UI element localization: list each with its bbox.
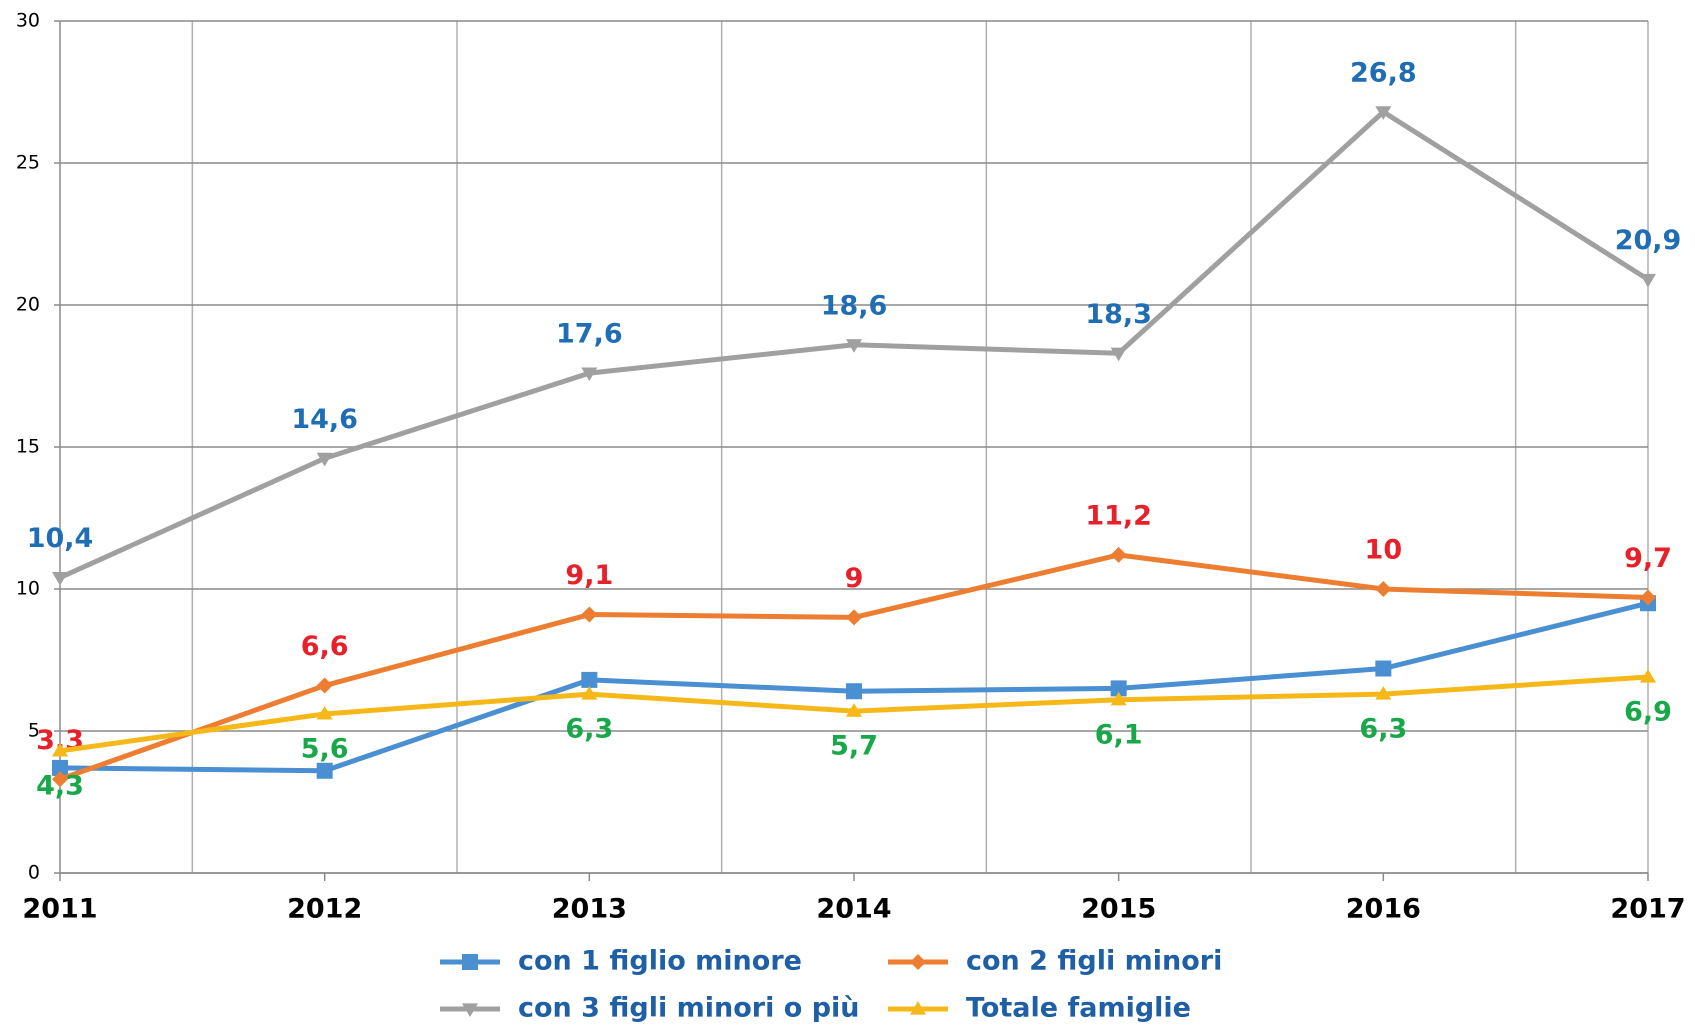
data-label: 4,3 [36,770,84,801]
marker [846,683,862,700]
marker [1375,686,1392,700]
data-label: 5,7 [830,731,878,762]
y-tick-label: 0 [28,862,40,884]
legend-label: con 1 figlio minore [518,946,802,977]
marker [1110,680,1127,697]
data-label: 6,3 [565,714,613,745]
data-label: 20,9 [1615,225,1682,256]
marker [846,703,862,717]
legend-marker [910,1001,926,1015]
x-tick-label: 2016 [1346,894,1421,925]
legend-label: con 3 figli minori o più [518,993,860,1024]
marker [846,609,862,626]
marker [1110,347,1127,362]
marker [52,742,68,757]
x-tick-label: 2011 [22,894,97,925]
data-label: 17,6 [556,319,623,350]
y-tick-label: 5 [28,720,40,742]
marker [1375,106,1392,120]
y-tick-label: 20 [16,294,40,316]
x-tick-label: 2012 [287,894,362,925]
data-label: 6,6 [301,631,349,662]
data-label: 11,2 [1085,500,1152,531]
marker [316,762,333,779]
data-label: 18,3 [1085,299,1152,330]
data-label: 9,1 [565,560,613,591]
marker [52,572,68,586]
legend-marker [462,954,478,970]
y-tick-label: 30 [16,10,40,32]
marker [1640,669,1656,683]
data-label: 5,6 [301,733,349,764]
data-label: 10 [1365,535,1403,566]
y-tick-label: 15 [16,436,40,458]
marker [581,606,598,623]
marker [52,759,68,776]
x-tick-label: 2015 [1081,894,1156,925]
marker [316,705,333,720]
marker [316,452,333,467]
marker [581,367,598,382]
data-label: 10,4 [27,523,94,554]
marker [1110,691,1127,706]
y-tick-label: 10 [16,578,40,600]
data-label: 6,1 [1095,719,1143,750]
data-label: 14,6 [291,404,358,435]
y-tick-label: 25 [16,152,40,174]
marker [846,339,862,353]
marker [581,686,598,700]
marker [316,677,333,694]
marker [1640,589,1656,606]
data-label: 26,8 [1350,57,1417,88]
marker [581,671,598,688]
data-label: 6,3 [1359,714,1407,745]
data-label: 18,6 [821,290,888,321]
legend-marker [910,954,926,970]
legend-marker [462,1003,478,1017]
marker [1375,581,1392,597]
data-label: 9,7 [1624,543,1672,574]
marker [1375,660,1392,677]
x-tick-label: 2017 [1610,894,1685,925]
legend-label: con 2 figli minori [966,946,1222,977]
x-tick-label: 2013 [552,894,627,925]
data-label: 6,9 [1624,697,1672,728]
x-tick-label: 2014 [816,894,891,925]
marker [52,771,68,788]
marker [1110,546,1127,563]
legend-label: Totale famiglie [966,993,1191,1024]
marker [1640,273,1656,288]
data-label: 9 [845,563,864,594]
